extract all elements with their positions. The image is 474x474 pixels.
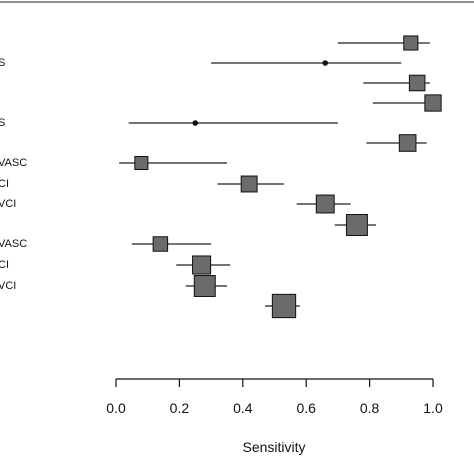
point-estimate-square [193, 275, 216, 297]
row-label: VASC [0, 238, 27, 250]
row-label: S [0, 117, 5, 129]
x-tick-label: 1.0 [423, 400, 443, 416]
point-estimate-square [192, 255, 212, 275]
point-estimate-square [403, 35, 419, 51]
forest-rows [119, 35, 442, 319]
row-labels: S S VASC CI VCI VASC CI VCI [0, 57, 27, 292]
row-label: VASC [0, 157, 27, 169]
point-estimate-square [315, 194, 335, 214]
x-tick-label: 0.8 [360, 400, 380, 416]
row-label: CI [0, 259, 9, 271]
row-label: VCI [0, 198, 16, 210]
row-label: CI [0, 178, 9, 190]
x-axis-title: Sensitivity [242, 439, 305, 455]
x-tick-label: 0.0 [106, 400, 126, 416]
point-estimate-dot [192, 120, 199, 126]
row-label: S [0, 57, 5, 69]
point-estimate-square [424, 94, 442, 112]
point-estimate-square [152, 236, 169, 252]
point-estimate-square [345, 214, 368, 236]
point-estimate-dot [322, 60, 329, 66]
point-estimate-square [398, 134, 417, 152]
point-estimate-square [134, 155, 149, 171]
x-tick-label: 0.4 [233, 400, 253, 416]
x-axis: 0.0 0.2 0.4 0.6 0.8 1.0 [106, 378, 443, 416]
x-tick-label: 0.6 [296, 400, 316, 416]
point-estimate-square [240, 175, 258, 193]
x-tick-label: 0.2 [170, 400, 190, 416]
point-estimate-square [408, 74, 426, 92]
point-estimate-square [271, 293, 297, 319]
row-label: VCI [0, 280, 16, 292]
